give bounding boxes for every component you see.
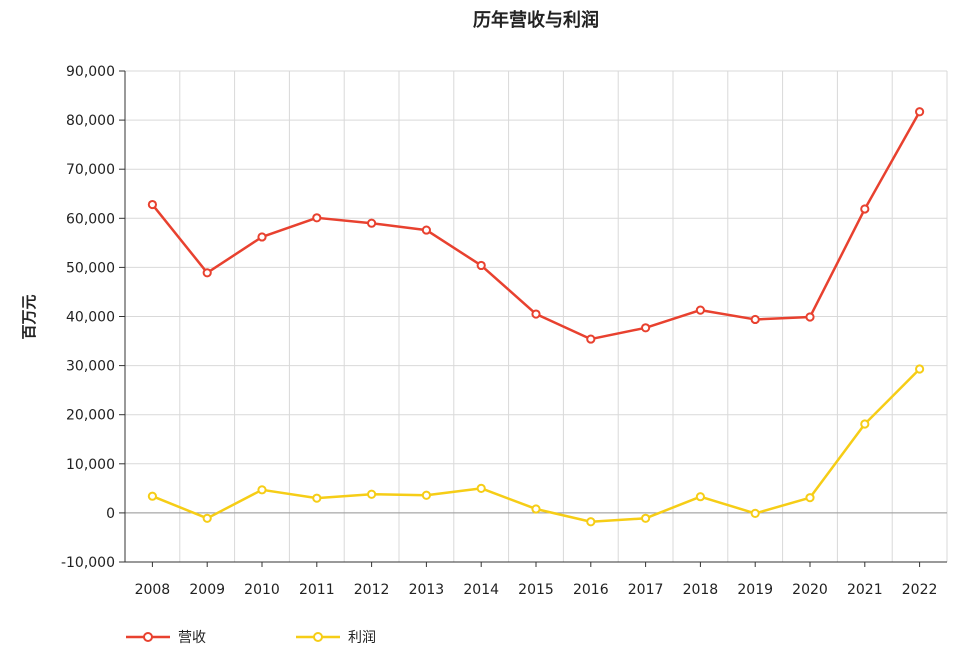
- series-line-1: [151, 368, 921, 523]
- y-tick-label: 60,000: [66, 211, 115, 227]
- data-point[interactable]: [805, 312, 815, 322]
- data-point[interactable]: [531, 504, 541, 514]
- x-tick-label: 2009: [189, 582, 225, 598]
- y-tick-label: 90,000: [66, 64, 115, 80]
- data-point[interactable]: [367, 489, 377, 499]
- data-point[interactable]: [586, 517, 596, 527]
- legend: 营收 利润: [126, 630, 376, 646]
- x-tick-label: 2012: [354, 582, 390, 598]
- data-point[interactable]: [202, 513, 212, 523]
- y-tick-label: 10,000: [66, 457, 115, 473]
- legend-marker: [143, 632, 153, 642]
- y-tick-label: -10,000: [61, 555, 115, 571]
- y-tick-label: 80,000: [66, 113, 115, 129]
- data-point[interactable]: [586, 334, 596, 344]
- y-tick-label: 50,000: [66, 260, 115, 276]
- data-point[interactable]: [257, 485, 267, 495]
- data-point[interactable]: [202, 268, 212, 278]
- data-point[interactable]: [421, 490, 431, 500]
- data-point[interactable]: [476, 483, 486, 493]
- y-tick-label: 70,000: [66, 162, 115, 178]
- x-tick-label: 2014: [463, 582, 499, 598]
- data-point[interactable]: [312, 213, 322, 223]
- x-tick-label: 2019: [737, 582, 773, 598]
- data-point[interactable]: [695, 492, 706, 502]
- data-point[interactable]: [476, 260, 486, 271]
- data-point[interactable]: [805, 493, 815, 503]
- x-tick-label: 2011: [299, 582, 335, 598]
- x-tick-label: 2021: [847, 582, 883, 598]
- x-tick-label: 2017: [628, 582, 664, 598]
- data-point[interactable]: [147, 199, 157, 210]
- x-tick-label: 2008: [135, 582, 171, 598]
- data-point[interactable]: [257, 232, 267, 242]
- y-axis-label: 百万元: [20, 294, 38, 339]
- data-point[interactable]: [860, 419, 870, 429]
- x-tick-label: 2010: [244, 582, 280, 598]
- legend-item-0[interactable]: 营收: [126, 630, 206, 646]
- data-point[interactable]: [367, 218, 377, 228]
- data-point[interactable]: [750, 508, 760, 518]
- data-point[interactable]: [915, 364, 925, 374]
- data-point[interactable]: [915, 107, 925, 117]
- data-point[interactable]: [695, 305, 706, 315]
- x-tick-label: 2016: [573, 582, 609, 598]
- data-point[interactable]: [531, 309, 541, 319]
- data-point[interactable]: [641, 513, 651, 523]
- data-point[interactable]: [750, 314, 760, 325]
- legend-item-1[interactable]: 利润: [296, 630, 376, 646]
- y-tick-label: 40,000: [66, 310, 115, 326]
- y-tick-label: 30,000: [66, 359, 115, 375]
- x-tick-label: 2013: [409, 582, 445, 598]
- x-tick-label: 2020: [792, 582, 828, 598]
- data-point[interactable]: [312, 493, 322, 503]
- legend-label: 营收: [178, 630, 206, 646]
- x-tick-label: 2015: [518, 582, 554, 598]
- y-tick-label: 20,000: [66, 408, 115, 424]
- series-group: [147, 107, 925, 527]
- data-point[interactable]: [641, 323, 651, 333]
- chart-title: 历年营收与利润: [473, 9, 599, 31]
- data-point[interactable]: [147, 491, 157, 501]
- axes: -10,000 0 10,000 20,000 30,000 40,000 50,000 60…: [61, 64, 947, 598]
- legend-marker: [313, 632, 323, 642]
- series-line-0: [151, 111, 921, 341]
- x-tick-label: 2022: [902, 582, 938, 598]
- data-point[interactable]: [421, 225, 431, 235]
- x-tick-label: 2018: [683, 582, 719, 598]
- legend-label: 利润: [348, 630, 376, 646]
- data-point[interactable]: [860, 204, 870, 214]
- y-tick-label: 0: [106, 506, 115, 522]
